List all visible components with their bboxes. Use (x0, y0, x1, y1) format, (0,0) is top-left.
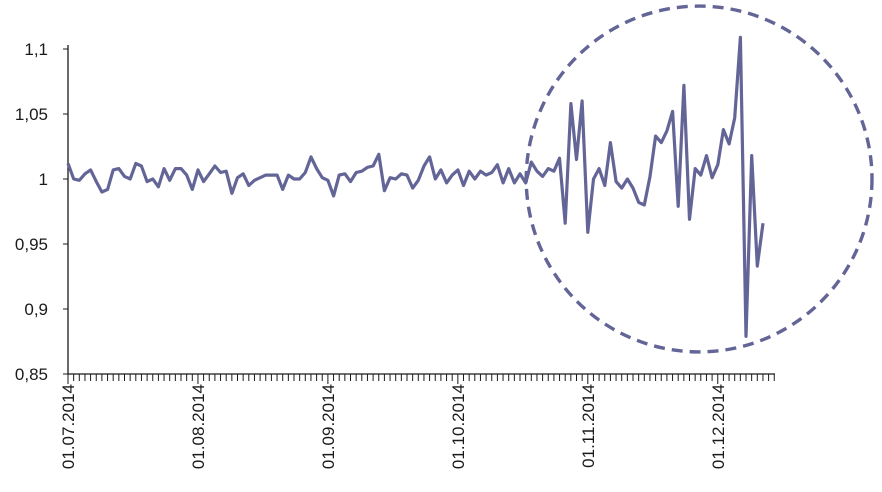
highlight-dashed-circle (524, 4, 874, 354)
x-tick-label: 01.07.2014 (59, 384, 78, 469)
x-tick-label: 01.12.2014 (709, 384, 728, 469)
y-tick-label: 1,1 (24, 40, 48, 59)
annotation-group (524, 4, 874, 354)
y-tick-label: 1 (39, 170, 48, 189)
y-tick-label: 0,9 (24, 300, 48, 319)
x-tick-label: 01.09.2014 (319, 384, 338, 469)
x-axis: 01.07.2014 01.08.2014 01.09.2014 01.10.2014… (59, 373, 775, 469)
x-tick-label: 01.08.2014 (189, 384, 208, 469)
y-tick-label: 1,05 (15, 105, 48, 124)
x-tick-label: 01.11.2014 (579, 384, 598, 468)
y-tick-label: 0,85 (15, 365, 48, 384)
series-line (66, 35, 765, 338)
y-axis: 0,85 0,9 0,95 1 1,05 1,1 (15, 40, 69, 384)
y-tick-label: 0,95 (15, 235, 48, 254)
series-group (66, 35, 765, 338)
x-tick-label: 01.10.2014 (449, 384, 468, 469)
